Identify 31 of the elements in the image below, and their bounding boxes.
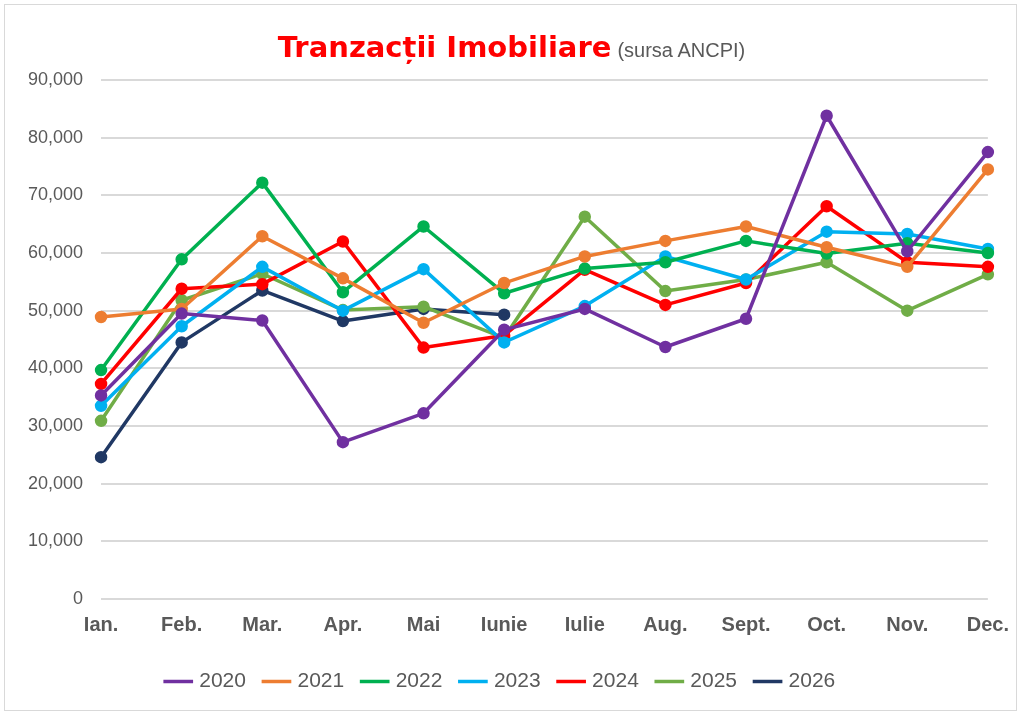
x-tick-label: Oct. xyxy=(807,612,847,635)
chart-subtitle: (sursa ANCPI) xyxy=(617,39,746,61)
x-tick-label: Iulie xyxy=(564,612,605,635)
legend-label: 2023 xyxy=(493,668,541,692)
x-tick-label: Dec. xyxy=(966,612,1009,635)
legend-label: 2026 xyxy=(788,668,836,692)
x-tick-label: Mai xyxy=(406,612,441,635)
legend-label: 2021 xyxy=(297,668,345,692)
y-tick-label: 80,000 xyxy=(27,126,84,147)
x-tick-label: Mar. xyxy=(242,612,283,635)
legend-label: 2025 xyxy=(690,668,738,692)
y-tick-label: 0 xyxy=(73,587,84,608)
y-tick-label: 50,000 xyxy=(27,299,84,320)
legend-label: 2022 xyxy=(395,668,443,692)
x-tick-label: Iunie xyxy=(480,612,528,635)
chart-title: Tranzacții Imobiliare xyxy=(277,30,612,64)
x-tick-label: Nov. xyxy=(886,612,929,635)
x-tick-label: Sept. xyxy=(721,612,771,635)
y-tick-label: 40,000 xyxy=(27,357,84,378)
legend-label: 2020 xyxy=(199,668,246,692)
x-tick-label: Ian. xyxy=(83,612,119,635)
x-tick-label: Feb. xyxy=(161,612,203,635)
y-tick-label: 10,000 xyxy=(27,530,84,551)
y-tick-label: 30,000 xyxy=(27,414,84,435)
y-tick-label: 90,000 xyxy=(27,68,84,89)
x-tick-label: Apr. xyxy=(323,612,363,635)
y-tick-label: 20,000 xyxy=(27,472,84,493)
y-tick-label: 70,000 xyxy=(27,184,84,205)
legend-label: 2024 xyxy=(592,668,640,692)
y-tick-label: 60,000 xyxy=(27,241,84,262)
x-tick-label: Aug. xyxy=(643,612,688,635)
